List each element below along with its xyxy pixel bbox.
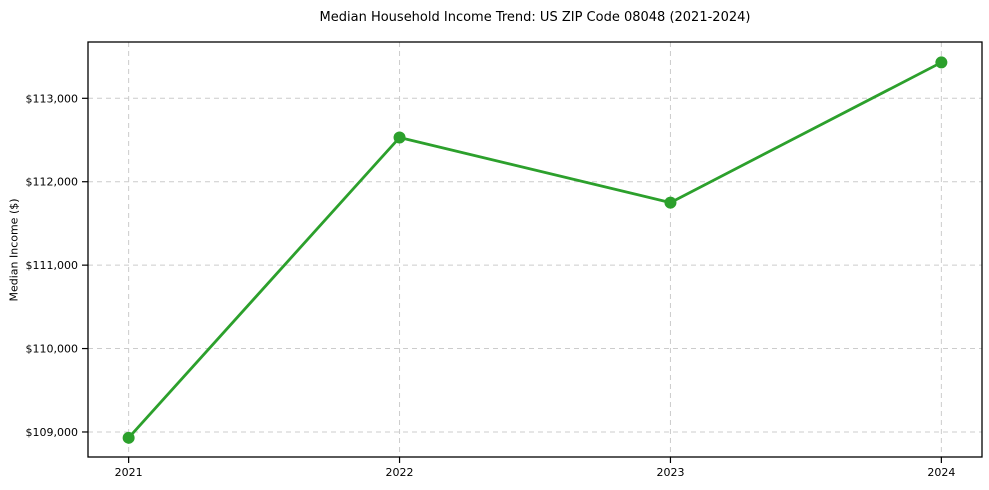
y-tick-label: $110,000 [26, 343, 79, 356]
data-point-marker [393, 131, 406, 144]
x-tick-label: 2021 [115, 466, 143, 479]
data-point-marker [935, 56, 948, 69]
y-tick-label: $113,000 [26, 92, 79, 105]
y-axis-label: Median Income ($) [7, 198, 21, 302]
series-line [127, 61, 943, 440]
chart-title: Median Household Income Trend: US ZIP Co… [319, 10, 751, 25]
x-tick-label: 2022 [386, 466, 414, 479]
axes-frame [87, 41, 983, 458]
x-tick-label: 2024 [927, 466, 955, 479]
y-tick-label: $111,000 [26, 259, 79, 272]
data-point-marker [664, 196, 677, 209]
y-tick-label: $109,000 [26, 426, 79, 439]
data-point-marker [122, 431, 135, 444]
y-tick-label: $112,000 [26, 176, 79, 189]
x-tick-label: 2023 [656, 466, 684, 479]
